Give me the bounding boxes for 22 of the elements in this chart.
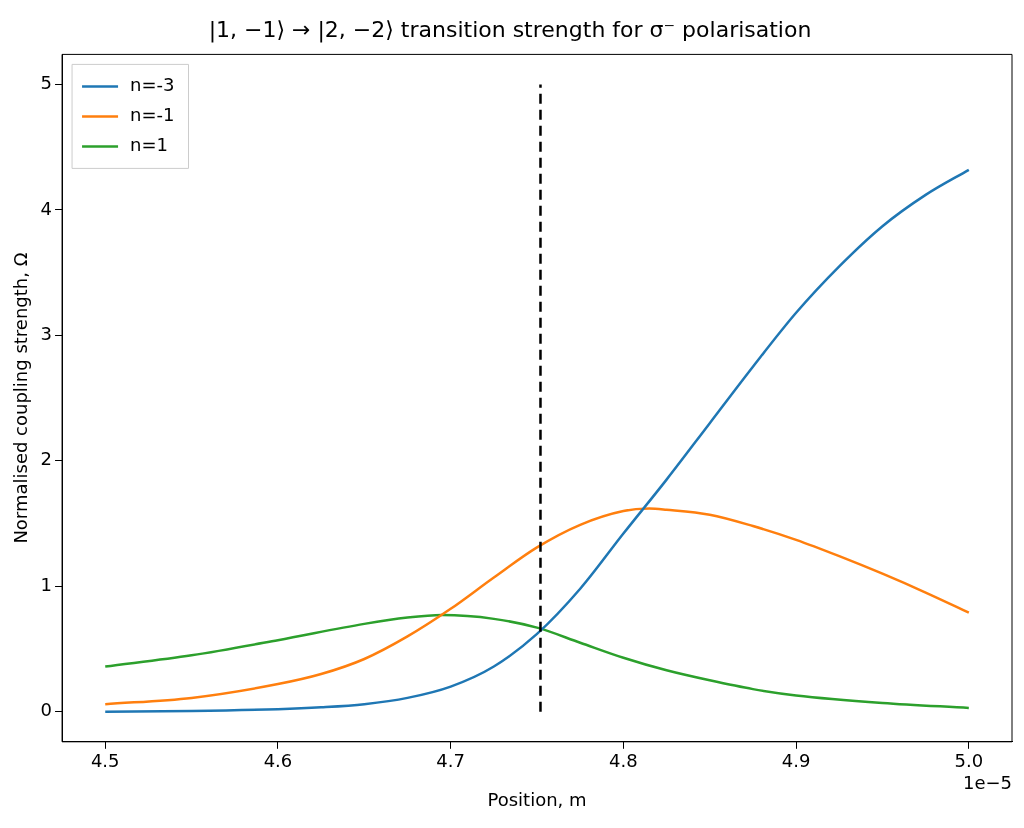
- x-tick-label: 5.0: [954, 750, 984, 772]
- x-tick-label: 4.7: [436, 750, 465, 772]
- text: 1e−5: [962, 772, 1012, 794]
- legend-label: n=-1: [130, 104, 175, 126]
- y-tick-label: 5: [40, 72, 53, 94]
- x-tick-label: 4.9: [781, 750, 811, 772]
- y-tick-label: 2: [40, 448, 53, 470]
- y-tick-label: 3: [40, 323, 53, 345]
- y-tick-label: 1: [40, 573, 53, 595]
- y-tick-label: 0: [40, 699, 53, 721]
- legend-label: n=-3: [130, 74, 175, 96]
- line-series: [103, 168, 971, 713]
- y-tick-label: 4: [40, 197, 53, 219]
- line-series: [103, 507, 971, 706]
- x-axis-title: Position, m: [487, 788, 587, 810]
- legend-label: n=1: [130, 134, 169, 156]
- x-tick-label: 4.8: [609, 750, 638, 772]
- line-series: [103, 613, 971, 710]
- x-tick-label: 4.6: [263, 750, 293, 772]
- chart-title: |1, −1⟩ → |2, −2⟩ transition strength for σ⁻ polarisation: [208, 16, 812, 43]
- y-axis-title: Normalised coupling strength, Ω: [10, 252, 32, 544]
- x-tick-label: 4.5: [90, 750, 120, 772]
